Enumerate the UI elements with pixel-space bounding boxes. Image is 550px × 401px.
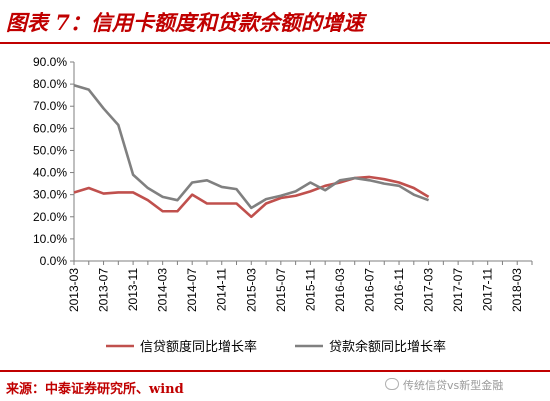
watermark: 传统信贷vs新型金融: [385, 377, 503, 393]
y-tick-label: 10.0%: [33, 232, 67, 246]
x-tick-label: 2013-03: [67, 268, 81, 312]
y-tick-label: 70.0%: [33, 99, 67, 113]
y-tick-label: 60.0%: [33, 121, 67, 135]
title-bar: 图表 7：信用卡额度和贷款余额的增速: [0, 0, 550, 44]
line-chart: 0.0% 10.0% 20.0% 30.0% 40.0% 50.0% 60.0% 70.0% 8…: [33, 55, 533, 354]
chart-axes: 0.0% 10.0% 20.0% 30.0% 40.0% 50.0% 60.0% 70.0% 8…: [33, 55, 533, 312]
x-tick-label: 2015-03: [244, 268, 258, 312]
x-tick-label: 2015-07: [274, 268, 288, 312]
y-tick-label: 80.0%: [33, 77, 67, 91]
chart-series: [73, 83, 430, 219]
legend-label-1: 信贷额度同比增长率: [140, 339, 257, 354]
x-tick-label: 2013-11: [126, 268, 140, 311]
y-tick-label: 40.0%: [33, 166, 67, 180]
legend-label-2: 贷款余额同比增长率: [329, 339, 446, 354]
y-tick-label: 90.0%: [33, 55, 67, 69]
x-tick-label: 2017-03: [422, 268, 436, 312]
x-tick-label: 2017-11: [481, 268, 495, 311]
series-line-1: [73, 175, 430, 219]
y-tick-label: 30.0%: [33, 188, 67, 202]
x-tick-label: 2014-03: [156, 268, 170, 312]
wechat-icon: [385, 378, 399, 390]
x-tick-label: 2014-11: [215, 268, 229, 311]
y-tick-label: 0.0%: [40, 254, 68, 268]
watermark-text: 传统信贷vs新型金融: [403, 379, 504, 392]
series-line-2: [73, 83, 430, 210]
chart-legend: 信贷额度同比增长率 贷款余额同比增长率: [106, 339, 446, 354]
x-tick-label: 2015-11: [303, 268, 317, 311]
x-tick-label: 2013-07: [97, 268, 111, 312]
x-tick-label: 2016-03: [333, 268, 347, 312]
y-tick-label: 50.0%: [33, 143, 67, 157]
x-tick-label: 2016-11: [392, 268, 406, 311]
source-note: 来源：中泰证券研究所、wind: [6, 382, 184, 397]
x-tick-label: 2014-07: [185, 268, 199, 312]
x-tick-label: 2018-03: [510, 268, 524, 312]
y-tick-label: 20.0%: [33, 210, 67, 224]
x-tick-label: 2016-07: [362, 268, 376, 312]
figure-title: 图表 7：信用卡额度和贷款余额的增速: [6, 10, 364, 35]
x-tick-label: 2017-07: [451, 268, 465, 312]
source-divider: [0, 370, 550, 372]
